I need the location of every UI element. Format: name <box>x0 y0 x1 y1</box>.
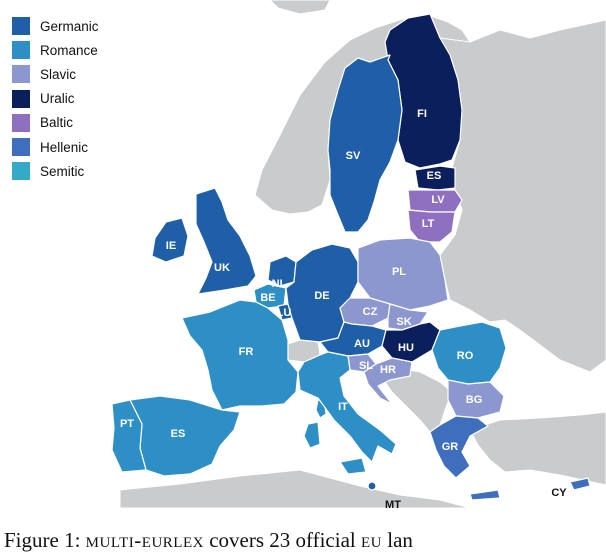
legend-swatch <box>11 161 31 182</box>
label-es-uralic: ES <box>427 170 442 182</box>
map-legend: Germanic Romance Slavic Uralic Baltic He… <box>11 14 99 183</box>
europe-map: FI ES LV LT SV IE UK NL BE LU DE PL CZ S… <box>111 0 606 508</box>
legend-label: Slavic <box>40 66 77 82</box>
label-lu: LU <box>277 307 292 319</box>
country-mt <box>367 481 377 491</box>
label-it: IT <box>338 401 348 413</box>
country-es-uralic <box>414 165 456 191</box>
label-es: ES <box>171 428 186 440</box>
legend-item-uralic: Uralic <box>11 87 99 111</box>
country-ie <box>151 217 189 263</box>
country-labels: FI ES LV LT SV IE UK NL BE LU DE PL CZ S… <box>120 108 567 508</box>
country-ro <box>431 321 507 385</box>
country-sv <box>327 54 403 233</box>
label-sk: SK <box>396 316 411 328</box>
country-uk <box>195 187 257 295</box>
legend-label: Germanic <box>40 18 99 34</box>
label-cz: CZ <box>363 306 378 318</box>
label-lt: LT <box>422 218 435 230</box>
label-ie: IE <box>166 240 176 252</box>
label-mt: MT <box>385 499 401 508</box>
caption-abbr: eu <box>361 528 382 552</box>
country-it-sardinia <box>303 421 321 449</box>
legend-swatch <box>11 112 31 133</box>
label-fi: FI <box>417 108 427 120</box>
label-ro: RO <box>457 350 474 362</box>
legend-swatch <box>11 16 31 37</box>
legend-item-hellenic: Hellenic <box>11 135 99 159</box>
label-pt: PT <box>120 418 134 430</box>
country-pl <box>357 237 449 311</box>
country-pt <box>111 399 147 473</box>
country-lt <box>407 209 456 243</box>
balkans <box>377 367 453 433</box>
north-africa <box>119 469 471 508</box>
legend-swatch <box>11 88 31 109</box>
country-gr <box>429 415 489 479</box>
label-uk: UK <box>214 262 230 274</box>
figure-caption: Figure 1: multi-eurlex covers 23 officia… <box>4 528 413 553</box>
label-pl: PL <box>392 266 406 278</box>
label-hu: HU <box>398 342 414 354</box>
legend-swatch <box>11 64 31 85</box>
legend-label: Semitic <box>40 163 85 179</box>
country-hr <box>363 357 413 405</box>
caption-prefix: Figure 1: <box>4 528 81 552</box>
label-cy: CY <box>551 487 567 499</box>
legend-label: Hellenic <box>40 139 89 155</box>
legend-item-semitic: Semitic <box>11 159 99 183</box>
label-nl: NL <box>272 278 287 290</box>
label-be: BE <box>260 292 275 304</box>
svalbard-blob <box>269 0 331 15</box>
legend-swatch <box>11 137 31 158</box>
legend-item-slavic: Slavic <box>11 62 99 86</box>
legend-label: Baltic <box>40 115 74 131</box>
legend-item-romance: Romance <box>11 38 99 62</box>
caption-text: covers 23 official <box>209 528 356 552</box>
legend-item-baltic: Baltic <box>11 111 99 135</box>
country-gr-crete <box>469 489 501 501</box>
non-eu-land <box>119 0 606 508</box>
label-de: DE <box>314 290 329 302</box>
label-fr: FR <box>239 346 254 358</box>
label-bg: BG <box>466 394 483 406</box>
country-cy <box>569 477 591 491</box>
label-gr: GR <box>442 441 459 453</box>
country-fr <box>181 299 299 411</box>
legend-label: Uralic <box>40 91 75 107</box>
caption-suffix: lan <box>387 528 413 552</box>
legend-label: Romance <box>40 42 98 58</box>
legend-swatch <box>11 40 31 61</box>
country-it <box>297 351 397 463</box>
legend-item-germanic: Germanic <box>11 14 99 38</box>
country-it-sicily <box>339 457 367 475</box>
label-lv: LV <box>431 194 445 206</box>
label-sl: SL <box>359 360 373 372</box>
caption-dataset: multi-eurlex <box>85 528 204 552</box>
country-bg <box>447 379 505 419</box>
label-sv: SV <box>346 150 361 162</box>
label-hr: HR <box>380 364 396 376</box>
eu-countries <box>111 13 591 501</box>
label-au: AU <box>354 338 370 350</box>
